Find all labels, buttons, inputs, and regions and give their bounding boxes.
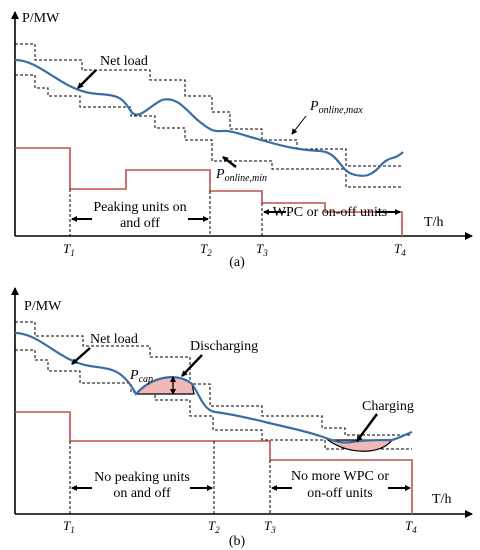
panel-a-t1-main: T — [63, 241, 71, 256]
panel-b-xlabel: T/h — [432, 492, 451, 507]
panel-a-tick-t4: T4 — [394, 241, 406, 258]
panel-b-charging-pointer — [356, 413, 378, 442]
panel-a-net-load-pointer — [77, 69, 97, 89]
panel-a-tick-t3: T3 — [256, 241, 268, 258]
panel-a-pmin-main: P — [215, 167, 225, 182]
panel-b-t1-main: T — [63, 518, 71, 533]
panel-a-seg2-label: WPC or on-off units — [273, 205, 387, 220]
panel-a-seg1-label-1: Peaking units on — [93, 200, 186, 215]
panel-a-peaking-level — [15, 147, 403, 236]
panel-b-discharging-pointer — [181, 354, 203, 377]
panel-b-t1-sub: 1 — [70, 525, 75, 535]
panel-a-t2-main: T — [200, 241, 208, 256]
panel-a-t3-sub: 3 — [262, 248, 268, 258]
panel-b-pcap-sub: cap — [139, 374, 153, 385]
panel-b-tick-t1: T1 — [63, 518, 75, 535]
panel-a-tick-t1: T1 — [63, 241, 75, 258]
panel-a-pmax-main: P — [309, 99, 319, 114]
panel-a-seg1-label-2: and off — [120, 216, 160, 231]
panel-b-caption: (b) — [229, 534, 246, 549]
panel-a-pmax-label: Ponline,max — [309, 99, 363, 116]
panel-a-caption: (a) — [229, 255, 245, 270]
panel-b-pcap-label: Pcap — [129, 368, 153, 385]
panel-b-tick-t3: T3 — [264, 518, 276, 535]
panel-b-t2-main: T — [208, 518, 216, 533]
panel-a-tick-t2: T2 — [200, 241, 212, 258]
panel-b-peaking-level — [15, 411, 413, 514]
panel-b-ylabel: P/MW — [24, 299, 62, 314]
panel-a-t4-sub: 4 — [401, 248, 406, 258]
panel-b-seg2-label-1: No more WPC or — [291, 469, 389, 484]
panel-a-t3-main: T — [256, 241, 264, 256]
panel-b-tick-t2: T2 — [208, 518, 220, 535]
panel-b-net-load-pointer — [71, 347, 91, 365]
panel-b-seg2-label-2: on-off units — [307, 486, 372, 501]
panel-b-tick-t4: T4 — [405, 518, 417, 535]
panel-b-net-load-curve — [14, 331, 413, 444]
panel-b-t4-sub: 4 — [412, 525, 417, 535]
panel-a-t2-sub: 2 — [207, 248, 212, 258]
panel-a-t1-sub: 1 — [70, 248, 75, 258]
panel-b-t3-sub: 3 — [270, 525, 276, 535]
panel-a-ylabel: P/MW — [22, 11, 60, 26]
panel-a: P/MW T/h Peaking units on and off WPC or… — [11, 11, 473, 270]
panel-a-pmin-label: Ponline,min — [215, 167, 267, 184]
panel-a-pmax-sub: online,max — [319, 105, 364, 116]
panel-b-seg1-label-2: on and off — [113, 486, 171, 501]
panel-b-seg1-label-1: No peaking units — [94, 470, 190, 485]
panel-a-pmin-boundary — [15, 74, 402, 188]
panel-a-net-load-label: Net load — [100, 54, 148, 69]
panel-b-net-load-label: Net load — [90, 332, 138, 347]
panel-b-charging-label: Charging — [362, 399, 414, 414]
panel-b: P/MW T/h Pcap Net load Discharging Charg… — [11, 287, 473, 549]
panel-a-net-load-curve — [14, 58, 404, 177]
panel-a-pmin-pointer — [222, 156, 237, 168]
panel-b-t4-main: T — [405, 518, 413, 533]
panel-a-t4-main: T — [394, 241, 402, 256]
panel-b-pcap-main: P — [129, 368, 139, 383]
panel-b-upper-boundary — [15, 321, 412, 436]
panel-a-xlabel: T/h — [424, 215, 443, 230]
panel-b-t2-sub: 2 — [215, 525, 220, 535]
panel-b-t3-main: T — [264, 518, 272, 533]
panel-a-pmin-sub: online,min — [225, 173, 268, 184]
panel-a-pmax-pointer — [291, 115, 307, 135]
panel-b-discharging-label: Discharging — [190, 339, 258, 354]
panel-b-lower-boundary — [15, 349, 412, 450]
